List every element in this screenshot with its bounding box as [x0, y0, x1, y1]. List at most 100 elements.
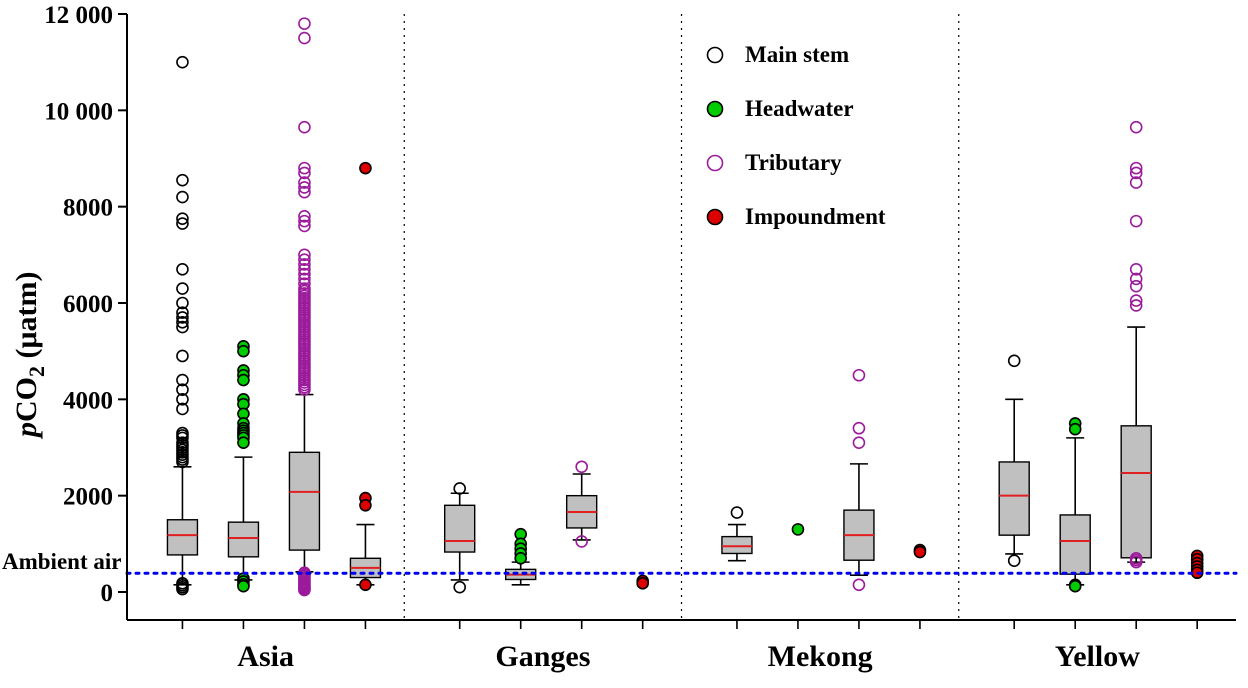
- y-tick-label: 12 000: [44, 2, 113, 29]
- legend-marker-headwater: [706, 100, 724, 118]
- outlier-point: [514, 551, 527, 565]
- legend-label: Tributary: [745, 150, 842, 175]
- iqr-box: [227, 521, 260, 558]
- iqr-box: [1059, 514, 1091, 575]
- outlier-point: [1129, 262, 1143, 276]
- legend-marker-impoundment: [706, 208, 724, 226]
- outlier-point: [176, 431, 189, 445]
- outlier-point: [1129, 299, 1143, 312]
- y-tick-label: 0: [101, 580, 114, 607]
- data-point: [791, 523, 805, 536]
- box-group: [349, 161, 382, 592]
- outlier-point: [730, 506, 744, 519]
- outlier-point: [298, 272, 311, 286]
- y-tick-label: 10 000: [44, 98, 113, 125]
- box-group: [1120, 120, 1152, 569]
- outlier-point: [176, 315, 189, 329]
- ambient-air-label: Ambient air: [2, 549, 121, 574]
- outlier-point: [176, 212, 189, 226]
- outlier-point: [176, 393, 189, 406]
- outlier-point: [176, 306, 189, 319]
- legend-item: Impoundment: [706, 204, 886, 229]
- legend-item: Headwater: [706, 96, 854, 121]
- outlier-point: [298, 181, 311, 194]
- outlier-point: [237, 373, 250, 387]
- x-group-label: Ganges: [495, 640, 590, 673]
- iqr-box: [166, 519, 199, 556]
- outlier-point: [453, 580, 467, 594]
- outlier-point: [176, 173, 189, 187]
- x-group-label: Yellow: [1055, 640, 1140, 673]
- box-group: [444, 482, 476, 594]
- legend-marker-tributary: [706, 154, 724, 172]
- outlier-point: [852, 436, 866, 449]
- data-point: [913, 545, 927, 559]
- outlier-point: [1129, 120, 1143, 134]
- iqr-box: [998, 461, 1030, 536]
- box-group: [565, 460, 598, 548]
- outlier-point: [298, 253, 311, 266]
- outlier-point: [1068, 422, 1082, 436]
- legend-item: Main stem: [706, 42, 849, 67]
- outlier-point: [852, 368, 866, 382]
- x-group-label: Asia: [237, 640, 294, 673]
- outlier-point: [852, 578, 866, 592]
- outlier-point: [176, 373, 189, 387]
- box-group: [636, 574, 649, 590]
- outlier-point: [298, 383, 311, 397]
- outlier-point: [298, 120, 311, 134]
- outlier-point: [176, 349, 189, 363]
- outlier-point: [176, 383, 189, 397]
- outlier-point: [575, 460, 588, 474]
- outlier-point: [298, 583, 311, 597]
- outlier-point: [1129, 214, 1143, 228]
- box-group: [288, 17, 321, 597]
- outlier-point: [1129, 166, 1143, 180]
- outlier-point: [237, 436, 250, 449]
- outlier-point: [575, 535, 588, 548]
- outlier-point: [176, 320, 189, 334]
- y-tick-label: 6000: [63, 291, 113, 318]
- outlier-point: [298, 248, 311, 262]
- data-point: [636, 577, 649, 590]
- outlier-point: [298, 277, 311, 291]
- outlier-point: [298, 176, 311, 189]
- legend-label: Headwater: [745, 96, 854, 121]
- outlier-point: [176, 262, 189, 276]
- iqr-box: [1120, 425, 1152, 559]
- outlier-point: [237, 344, 250, 358]
- outlier-point: [176, 217, 189, 230]
- outlier-point: [359, 161, 372, 175]
- outlier-point: [1129, 555, 1143, 569]
- outlier-point: [1129, 161, 1143, 175]
- outlier-point: [1129, 294, 1143, 307]
- outlier-point: [176, 296, 189, 310]
- outlier-point: [359, 578, 372, 592]
- outlier-point: [1068, 579, 1082, 593]
- y-tick-label: 8000: [63, 195, 113, 222]
- outlier-point: [1129, 279, 1143, 293]
- outlier-point: [453, 482, 467, 495]
- outlier-point: [298, 214, 311, 228]
- outlier-point: [1007, 354, 1021, 368]
- box-group: [1059, 417, 1091, 593]
- outlier-point: [1129, 176, 1143, 189]
- y-tick-label: 4000: [63, 387, 113, 414]
- iqr-box: [288, 451, 321, 551]
- iqr-box: [721, 535, 753, 555]
- outlier-point: [176, 190, 189, 204]
- y-axis-label: pCO2 (μatm): [10, 272, 49, 440]
- legend-label: Main stem: [745, 42, 849, 67]
- outlier-point: [176, 455, 189, 469]
- outlier-point: [359, 498, 372, 512]
- iqr-box: [444, 504, 476, 553]
- y-tick-label: 2000: [63, 484, 113, 511]
- box-group: [998, 354, 1030, 567]
- outlier-point: [176, 55, 189, 69]
- outlier-point: [298, 262, 311, 276]
- outlier-point: [298, 31, 311, 45]
- outlier-point: [237, 579, 250, 593]
- outlier-point: [298, 17, 311, 30]
